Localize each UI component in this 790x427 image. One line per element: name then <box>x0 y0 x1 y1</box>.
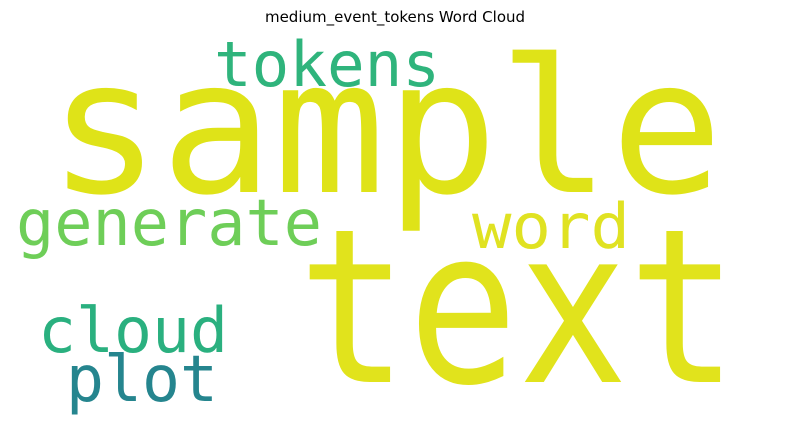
word-generate: generate <box>16 187 322 261</box>
chart-title: medium_event_tokens Word Cloud <box>264 8 526 26</box>
word-word: word <box>472 190 630 263</box>
word-text: text <box>298 182 738 427</box>
word-sample: sample <box>48 19 723 236</box>
word-cloud: cloud <box>38 294 228 367</box>
word-tokens: tokens <box>214 28 440 101</box>
word-plot: plot <box>66 343 218 417</box>
